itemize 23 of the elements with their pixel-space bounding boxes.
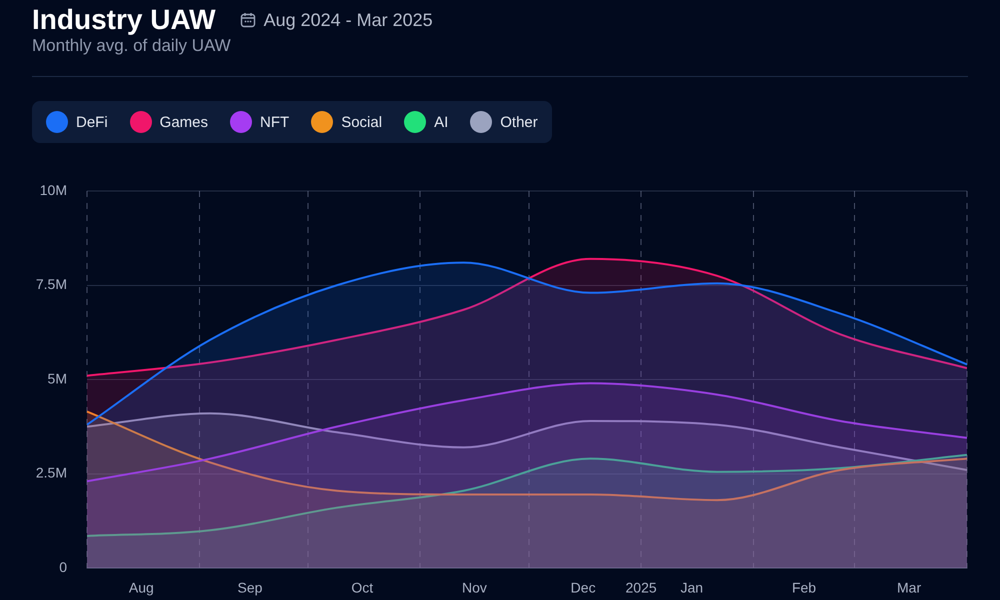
y-tick-label: 10M [40,182,67,198]
x-tick-label: Aug [128,579,154,596]
x-tick-label: Feb [792,579,816,596]
y-tick-label: 2.5M [36,464,67,481]
y-tick-label: 0 [59,558,68,575]
legend-label: Other [500,114,538,130]
x-tick-label: Dec [570,579,596,596]
x-tick-label: Nov [462,579,487,596]
y-tick-label: 7.5M [36,276,67,292]
x-tick-label: Oct [351,579,374,596]
legend-label: Social [341,114,382,130]
x-tick-label: 2025 [625,579,657,596]
legend-label: NFT [260,114,290,130]
chart-title: Industry UAW [32,4,216,36]
x-tick-label: Sep [238,579,263,596]
x-tick-label: Mar [896,579,922,596]
legend-label: AI [434,114,448,130]
y-tick-label: 5M [48,370,67,386]
legend-label: DeFi [76,114,108,130]
text: Aug 2024 - Mar 2025 [264,10,433,30]
chart-subtitle: Monthly avg. of daily UAW [32,36,231,56]
x-tick-label: Jan [680,579,704,596]
legend-label: Games [160,114,208,130]
